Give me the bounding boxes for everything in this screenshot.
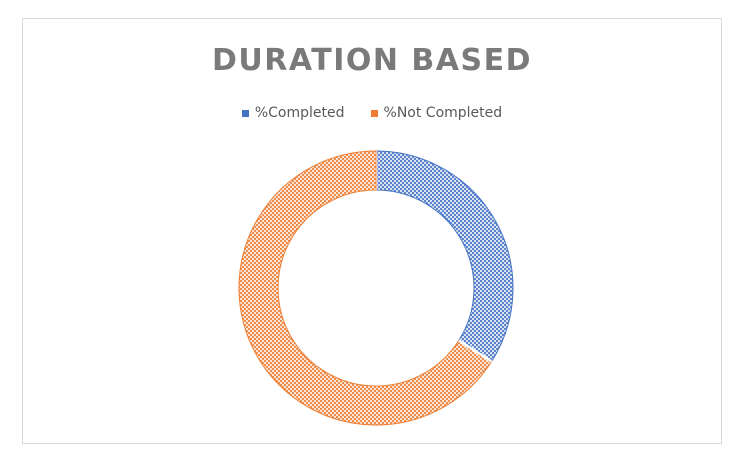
legend-swatch-not-completed xyxy=(370,109,378,117)
chart-frame: DURATION BASED %Completed %Not Completed xyxy=(22,18,722,444)
doughnut-chart xyxy=(238,150,514,426)
legend-item-completed: %Completed xyxy=(241,105,345,121)
slice-separator xyxy=(458,339,493,363)
doughnut-slice-completed xyxy=(375,150,514,363)
legend-label-completed: %Completed xyxy=(254,105,345,121)
doughnut-slice-not-completed xyxy=(238,150,493,426)
legend-label-not-completed: %Not Completed xyxy=(383,105,503,121)
legend-swatch-completed xyxy=(241,109,249,117)
legend-item-not-completed: %Not Completed xyxy=(370,105,503,121)
chart-title: DURATION BASED xyxy=(211,43,533,78)
legend: %Completed %Not Completed xyxy=(23,105,721,121)
